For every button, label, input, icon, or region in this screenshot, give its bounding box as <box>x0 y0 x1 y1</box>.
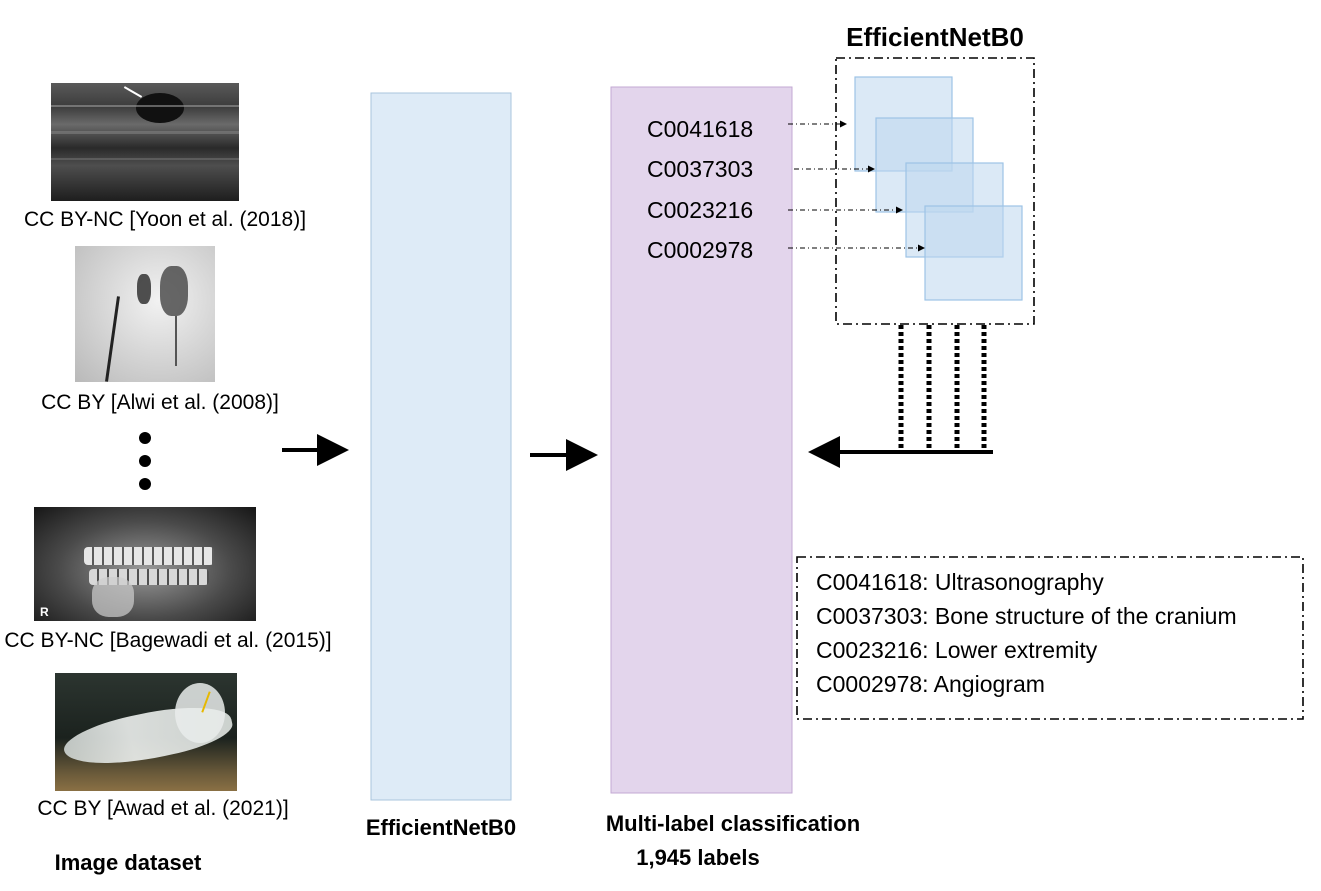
legend-entry-1: C0041618: Ultrasonography <box>816 569 1104 595</box>
dental-xray-caption: CC BY-NC [Bagewadi et al. (2015)] <box>4 629 332 652</box>
angiogram-caption: CC BY [Alwi et al. (2008)] <box>41 391 279 414</box>
code-label-1: C0041618 <box>647 116 754 142</box>
classifier-label-line2: 1,945 labels <box>636 845 760 870</box>
ellipsis-dot-1 <box>139 432 151 444</box>
ellipsis-dot-2 <box>139 455 151 467</box>
code-label-2: C0037303 <box>647 156 754 182</box>
foot-xray-image <box>55 673 237 791</box>
foot-xray-caption: CC BY [Awad et al. (2021)] <box>37 797 289 820</box>
code-label-3: C0023216 <box>647 197 754 223</box>
dataset-title: Image dataset <box>54 850 202 875</box>
ensemble-box <box>835 57 1035 325</box>
legend-box <box>796 556 1304 720</box>
legend-entry-4: C0002978: Angiogram <box>816 671 1045 697</box>
classifier-label-line1: Multi-label classification <box>605 811 861 836</box>
dental-xray-image: R <box>34 507 256 621</box>
classifier-block <box>610 86 793 794</box>
ellipsis-dot-3 <box>139 478 151 490</box>
code-label-4: C0002978 <box>647 237 754 263</box>
legend-entry-3: C0023216: Lower extremity <box>816 637 1098 663</box>
ultrasound-image <box>51 83 239 201</box>
angiogram-image <box>75 246 215 382</box>
ultrasound-caption: CC BY-NC [Yoon et al. (2018)] <box>23 208 307 231</box>
model-square-4 <box>924 205 1023 301</box>
encoder-label: EfficientNetB0 <box>365 815 517 840</box>
ensemble-title: EfficientNetB0 <box>846 22 1024 52</box>
legend-entry-2: C0037303: Bone structure of the cranium <box>816 603 1237 629</box>
encoder-block <box>370 92 512 801</box>
